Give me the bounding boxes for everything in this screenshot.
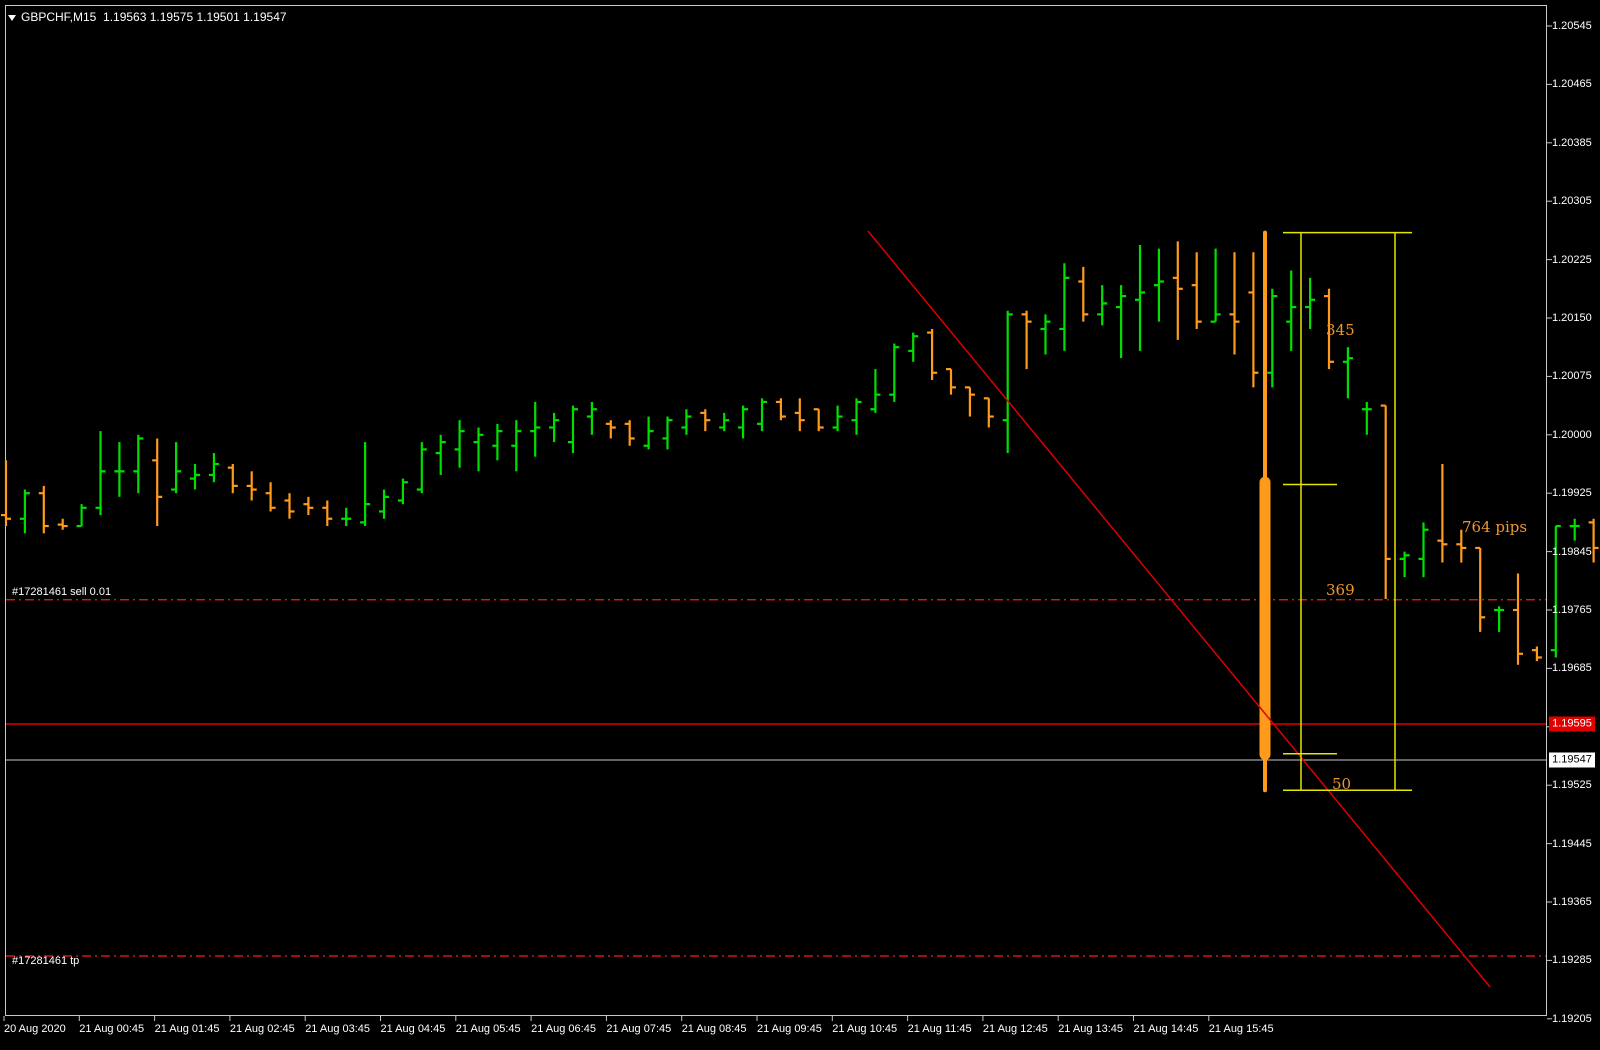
time-tick-label: 21 Aug 08:45 [681,1023,747,1035]
price-tick-label: 1.19445 [1552,837,1592,850]
price-tick-label: 1.20075 [1552,370,1592,383]
price-tick-label: 1.19685 [1552,662,1592,675]
price-tick-label: 1.20545 [1552,20,1592,32]
bid-price-tag: 1.19595 [1549,716,1595,732]
time-tick-label: 21 Aug 04:45 [380,1023,446,1035]
price-tick-label: 1.19205 [1552,1012,1592,1025]
measure-total-label: 764 pips [1462,518,1528,536]
time-tick-label: 21 Aug 10:45 [832,1023,898,1035]
tp-order-label: #17281461 tp [12,955,80,967]
price-tick-label: 1.20305 [1552,195,1592,208]
time-tick-label: 21 Aug 14:45 [1133,1023,1199,1035]
time-tick-label: 21 Aug 01:45 [154,1023,220,1035]
time-tick-label: 21 Aug 05:45 [455,1023,521,1035]
trendline [867,230,1491,988]
measure-upper-label: 345 [1326,321,1355,339]
price-tick-label: 1.20465 [1552,78,1592,91]
price-tick-label: 1.19285 [1552,954,1592,967]
measure-middle-label: 369 [1326,581,1355,599]
time-tick-label: 21 Aug 03:45 [305,1023,371,1035]
time-tick-label: 21 Aug 02:45 [229,1023,295,1035]
time-tick-label: 21 Aug 00:45 [79,1023,145,1035]
price-tick-label: 1.19845 [1552,545,1592,558]
time-tick-label: 21 Aug 13:45 [1058,1023,1124,1035]
dropdown-triangle-icon[interactable] [8,14,16,21]
time-tick-label: 21 Aug 06:45 [531,1023,596,1035]
symbol-label: GBPCHF,M15 [21,10,97,24]
price-tick-label: 1.20000 [1552,428,1592,441]
price-tick-label: 1.19765 [1552,604,1592,616]
price-tick-label: 1.20150 [1552,312,1592,324]
price-tick-label: 1.19925 [1552,487,1592,500]
sell-order-label: #17281461 sell 0.01 [12,586,112,598]
ask-price-tag: 1.19547 [1549,752,1595,768]
measure-lower-label: 50 [1332,775,1352,793]
price-tick-label: 1.19525 [1552,779,1592,792]
chart-header: GBPCHF,M15 1.19563 1.19575 1.19501 1.195… [8,10,287,24]
time-tick-label: 21 Aug 12:45 [982,1023,1048,1035]
time-tick-label: 20 Aug 2020 [4,1023,66,1035]
time-tick-label: 21 Aug 15:45 [1208,1023,1274,1035]
time-tick-label: 21 Aug 09:45 [757,1023,822,1035]
time-tick-label: 21 Aug 07:45 [606,1023,672,1035]
price-tick-label: 1.20225 [1552,253,1592,266]
ohlc-readout: 1.19563 1.19575 1.19501 1.19547 [103,10,287,24]
time-tick-label: 21 Aug 11:45 [907,1023,972,1035]
price-tick-label: 1.20385 [1552,136,1592,149]
price-tick-label: 1.19365 [1552,896,1592,908]
